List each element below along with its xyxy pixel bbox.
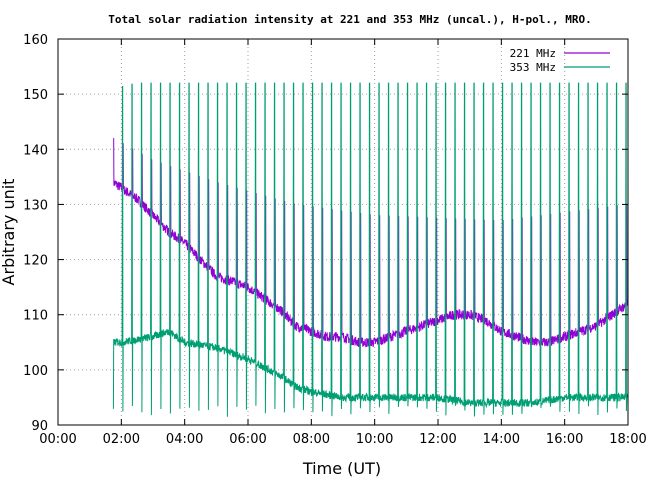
y-tick-label: 120 — [23, 254, 48, 269]
grid-lines — [58, 39, 628, 425]
x-tick-label: 14:00 — [483, 432, 520, 447]
x-tick-label: 12:00 — [419, 432, 456, 447]
axis-ticks: 90 100 110 120 130 140 150 160 00:00 02:00 04:00 06… — [23, 33, 647, 447]
y-tick-label: 150 — [23, 88, 48, 103]
legend-label: 221 MHz — [510, 47, 556, 60]
y-tick-label: 90 — [31, 419, 48, 434]
x-tick-label: 08:00 — [293, 432, 330, 447]
series-line-353-mhz — [112, 82, 629, 417]
x-tick-label: 00:00 — [39, 432, 76, 447]
x-axis-label: Time (UT) — [302, 459, 381, 478]
y-tick-label: 140 — [23, 143, 48, 158]
x-tick-label: 16:00 — [546, 432, 583, 447]
x-tick-label: 06:00 — [229, 432, 266, 447]
plot-series — [112, 82, 629, 417]
x-tick-label: 04:00 — [166, 432, 203, 447]
y-tick-label: 130 — [23, 198, 48, 213]
y-axis-label: Arbitrary unit — [0, 179, 18, 286]
x-tick-label: 18:00 — [609, 432, 646, 447]
plot-frame — [57, 38, 629, 426]
legend-label: 353 MHz — [510, 61, 556, 74]
y-tick-label: 160 — [23, 33, 48, 48]
chart-title: Total solar radiation intensity at 221 a… — [108, 13, 591, 26]
x-tick-label: 02:00 — [103, 432, 140, 447]
y-tick-label: 100 — [23, 364, 48, 379]
x-tick-label: 10:00 — [356, 432, 393, 447]
y-tick-label: 110 — [23, 309, 48, 324]
